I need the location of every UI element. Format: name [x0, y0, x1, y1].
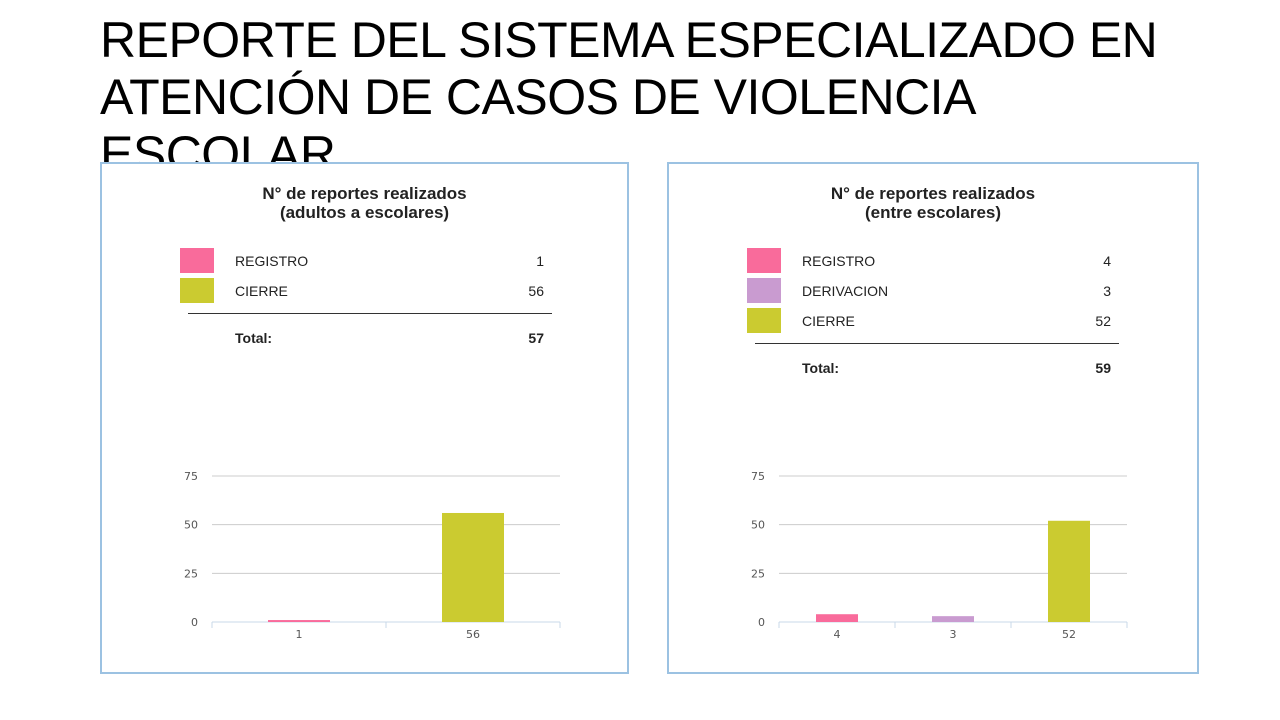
y-tick-label: 75: [184, 470, 198, 483]
x-tick-label: 1: [296, 628, 303, 641]
legend-divider: [755, 343, 1119, 344]
bar-52: [1048, 520, 1090, 622]
legend-item-derivacion: DERIVACION 3: [747, 278, 1111, 308]
x-tick-label: 4: [834, 628, 841, 641]
chart-title: N° de reportes realizados (entre escolar…: [669, 184, 1197, 222]
legend-label: DERIVACION: [802, 283, 889, 299]
x-tick-label: 56: [466, 628, 480, 641]
y-tick-label: 50: [184, 519, 198, 532]
legend-label: REGISTRO: [802, 253, 876, 269]
legend-label: CIERRE: [235, 283, 288, 299]
total-label: Total:: [235, 330, 273, 346]
legend-swatch-cierre: [747, 308, 781, 333]
legend-swatch-cierre: [180, 278, 214, 303]
x-tick-label: 52: [1062, 628, 1076, 641]
y-tick-label: 25: [184, 567, 198, 580]
legend-label: REGISTRO: [235, 253, 309, 269]
y-tick-label: 25: [751, 567, 765, 580]
legend-label: CIERRE: [802, 313, 855, 329]
legend-item-cierre: CIERRE 56: [180, 278, 544, 308]
y-tick-label: 50: [751, 519, 765, 532]
slide-title: REPORTE DEL SISTEMA ESPECIALIZADO EN ATE…: [100, 12, 1158, 162]
bar-chart-adultos: 0 25 50 75 1 56: [184, 470, 561, 641]
y-tick-label: 0: [758, 616, 765, 629]
y-tick-label: 0: [191, 616, 198, 629]
legend: REGISTRO 1 CIERRE 56 Total: 57: [180, 248, 552, 356]
legend-value: 56: [528, 283, 544, 299]
legend-divider: [188, 313, 552, 314]
chart-title-line-2: (entre escolares): [864, 203, 1002, 222]
legend: REGISTRO 4 DERIVACION 3 CIERRE 52 Total:…: [747, 248, 1119, 386]
legend-value: 3: [1103, 283, 1111, 299]
chart-title: N° de reportes realizados (adultos a esc…: [102, 184, 627, 222]
legend-item-cierre: CIERRE 52: [747, 308, 1111, 338]
bar-56: [442, 512, 504, 622]
legend-value: 1: [536, 253, 544, 269]
total-value: 59: [1095, 360, 1111, 376]
legend-total: Total: 57: [180, 326, 544, 356]
x-tick-label: 3: [950, 628, 957, 641]
chart-panel-escolares: N° de reportes realizados (entre escolar…: [667, 162, 1199, 674]
chart-title-line-1: N° de reportes realizados: [262, 184, 467, 203]
legend-swatch-derivacion: [747, 278, 781, 303]
total-value: 57: [528, 330, 544, 346]
legend-item-registro: REGISTRO 1: [180, 248, 544, 278]
bar-chart-escolares: 0 25 50 75 4 3 52: [751, 470, 1128, 641]
legend-total: Total: 59: [747, 356, 1111, 386]
bar-1: [268, 620, 330, 622]
legend-value: 52: [1095, 313, 1111, 329]
chart-panel-adultos: N° de reportes realizados (adultos a esc…: [100, 162, 629, 674]
y-tick-label: 75: [751, 470, 765, 483]
bar-3: [932, 616, 974, 622]
chart-title-line-1: N° de reportes realizados: [830, 184, 1036, 203]
legend-swatch-registro: [747, 248, 781, 273]
legend-swatch-registro: [180, 248, 214, 273]
bar-4: [816, 614, 858, 622]
legend-value: 4: [1103, 253, 1111, 269]
chart-title-line-2: (adultos a escolares): [279, 203, 450, 222]
total-label: Total:: [802, 360, 840, 376]
legend-item-registro: REGISTRO 4: [747, 248, 1111, 278]
